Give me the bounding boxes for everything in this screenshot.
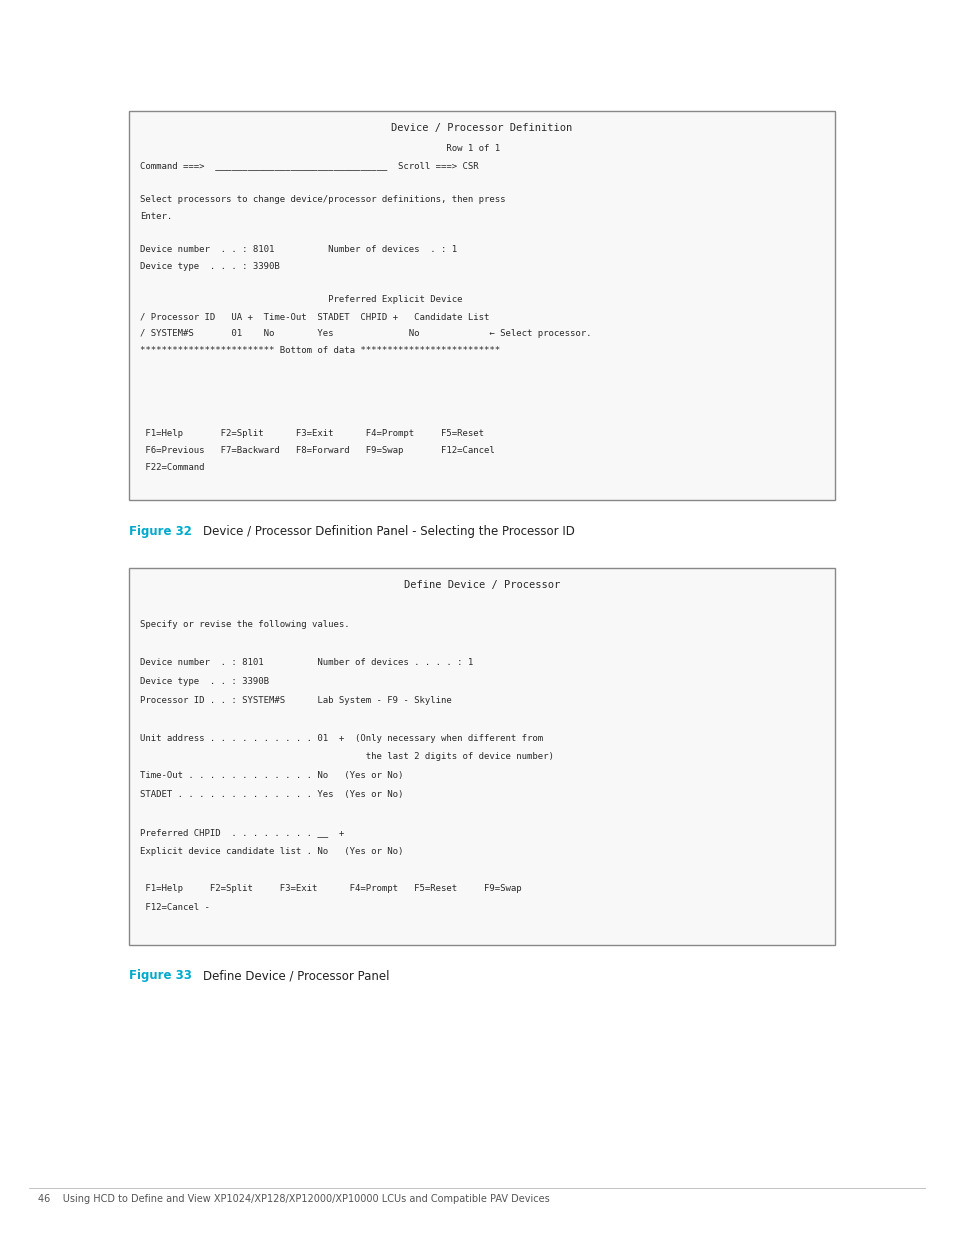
Text: F6=Previous   F7=Backward   F8=Forward   F9=Swap       F12=Cancel: F6=Previous F7=Backward F8=Forward F9=Sw…	[140, 446, 495, 456]
Text: Device / Processor Definition: Device / Processor Definition	[391, 124, 572, 133]
Text: Preferred Explicit Device: Preferred Explicit Device	[140, 295, 462, 304]
Text: Row 1 of 1: Row 1 of 1	[140, 144, 499, 153]
Text: the last 2 digits of device number): the last 2 digits of device number)	[140, 752, 554, 762]
Text: F1=Help       F2=Split      F3=Exit      F4=Prompt     F5=Reset: F1=Help F2=Split F3=Exit F4=Prompt F5=Re…	[140, 430, 484, 438]
Text: Define Device / Processor Panel: Define Device / Processor Panel	[203, 969, 389, 983]
Text: Preferred CHPID  . . . . . . . . __  +: Preferred CHPID . . . . . . . . __ +	[140, 827, 344, 837]
Text: F22=Command: F22=Command	[140, 463, 205, 472]
Text: Processor ID . . : SYSTEM#S      Lab System - F9 - Skyline: Processor ID . . : SYSTEM#S Lab System -…	[140, 695, 452, 705]
Text: Figure 33: Figure 33	[129, 969, 192, 983]
Text: Time-Out . . . . . . . . . . . . No   (Yes or No): Time-Out . . . . . . . . . . . . No (Yes…	[140, 771, 403, 781]
Text: Command ===>  ________________________________  Scroll ===> CSR: Command ===> ___________________________…	[140, 162, 478, 170]
Text: STADET . . . . . . . . . . . . . Yes  (Yes or No): STADET . . . . . . . . . . . . . Yes (Ye…	[140, 790, 403, 799]
Text: Unit address . . . . . . . . . . 01  +  (Only necessary when different from: Unit address . . . . . . . . . . 01 + (O…	[140, 734, 543, 742]
Text: Enter.: Enter.	[140, 211, 172, 221]
Text: Device number  . . : 8101          Number of devices  . : 1: Device number . . : 8101 Number of devic…	[140, 245, 456, 254]
Text: Device type  . . : 3390B: Device type . . : 3390B	[140, 677, 269, 685]
FancyBboxPatch shape	[129, 111, 834, 500]
Text: F12=Cancel -: F12=Cancel -	[140, 903, 210, 913]
Text: / SYSTEM#S       01    No        Yes              No             ← Select proces: / SYSTEM#S 01 No Yes No ← Select proces	[140, 329, 591, 338]
Text: Device type  . . . : 3390B: Device type . . . : 3390B	[140, 262, 279, 270]
Text: Explicit device candidate list . No   (Yes or No): Explicit device candidate list . No (Yes…	[140, 847, 403, 856]
Text: / Processor ID   UA +  Time-Out  STADET  CHPID +   Candidate List: / Processor ID UA + Time-Out STADET CHPI…	[140, 312, 489, 321]
Text: ************************* Bottom of data **************************: ************************* Bottom of data…	[140, 346, 499, 354]
Text: Select processors to change device/processor definitions, then press: Select processors to change device/proce…	[140, 195, 505, 204]
Text: Figure 32: Figure 32	[129, 525, 192, 538]
Text: Device / Processor Definition Panel - Selecting the Processor ID: Device / Processor Definition Panel - Se…	[203, 525, 575, 538]
Text: Define Device / Processor: Define Device / Processor	[403, 580, 559, 590]
Text: 46    Using HCD to Define and View XP1024/XP128/XP12000/XP10000 LCUs and Compati: 46 Using HCD to Define and View XP1024/X…	[38, 1194, 549, 1204]
FancyBboxPatch shape	[129, 568, 834, 945]
Text: F1=Help     F2=Split     F3=Exit      F4=Prompt   F5=Reset     F9=Swap: F1=Help F2=Split F3=Exit F4=Prompt F5=Re…	[140, 884, 521, 893]
Text: Device number  . : 8101          Number of devices . . . . : 1: Device number . : 8101 Number of devices…	[140, 658, 473, 667]
Text: Specify or revise the following values.: Specify or revise the following values.	[140, 620, 350, 630]
